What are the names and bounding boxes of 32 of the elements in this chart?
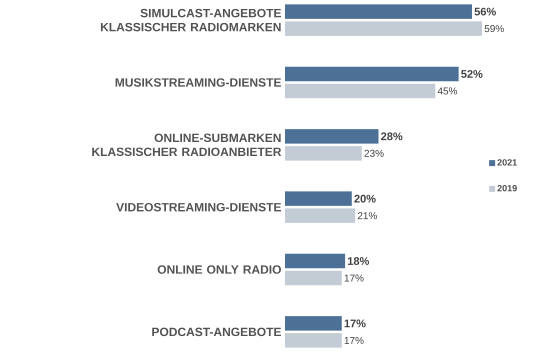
data-label: 23%: [364, 150, 384, 157]
bar: [285, 21, 482, 36]
bar: [285, 254, 346, 268]
bar: [285, 84, 436, 98]
data-label: 17%: [344, 320, 366, 328]
data-label: 45%: [438, 87, 458, 94]
bar: [285, 146, 362, 161]
data-label: 28%: [381, 132, 402, 140]
legend-label: 2021: [497, 159, 517, 166]
bar: [285, 129, 378, 144]
bar: [285, 66, 459, 82]
data-label: 21%: [358, 212, 377, 220]
y-tick-label: PODCAST-ANGEBOTE: [152, 328, 281, 336]
bar: [285, 191, 352, 206]
bar: [285, 316, 342, 331]
y-tick-label: ONLINE-SUBMARKEN KLASSISCHER RADIOANBIETER: [92, 134, 282, 156]
data-label: 17%: [344, 274, 364, 282]
data-label: 17%: [344, 336, 364, 344]
bar: [285, 208, 356, 223]
bar: [285, 333, 342, 348]
y-tick-label: SIMULCAST-ANGEBOTE KLASSISCHER RADIOMARKEN: [100, 8, 281, 32]
y-tick-label: VIDEOSTREAMING-DIENSTE: [116, 202, 281, 212]
legend-label: 2019: [497, 184, 517, 192]
bar: [285, 4, 472, 19]
data-label: 59%: [484, 25, 504, 32]
data-label: 20%: [354, 194, 376, 203]
y-tick-label: ONLINE ONLY RADIO: [158, 265, 281, 274]
bar: [285, 270, 342, 286]
y-tick-label: MUSIKSTREAMING-DIENSTE: [116, 78, 281, 87]
data-label: 56%: [474, 8, 496, 16]
data-label: 52%: [461, 70, 483, 78]
data-label: 18%: [348, 257, 370, 265]
